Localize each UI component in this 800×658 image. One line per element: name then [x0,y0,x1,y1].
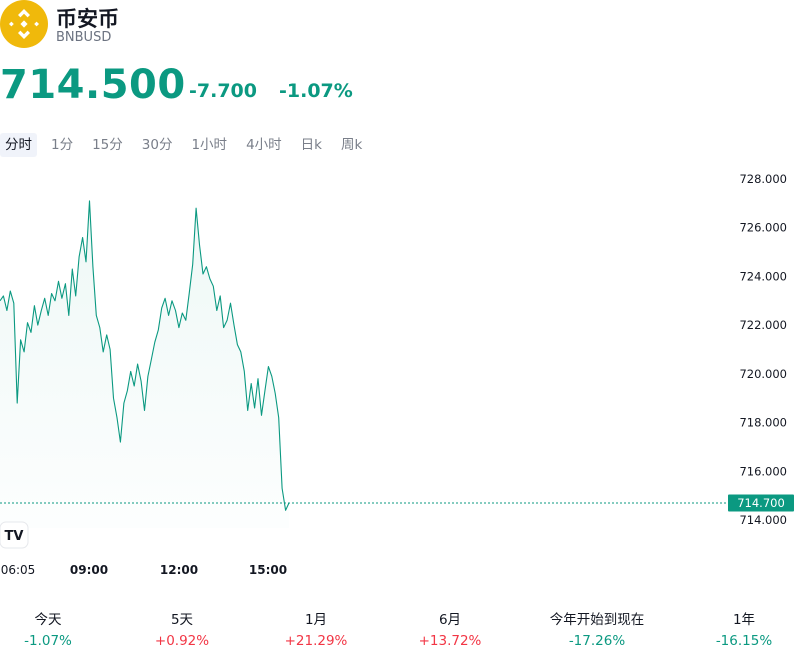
period-value: +21.29% [284,633,348,649]
y-tick-label: 724.000 [739,269,787,283]
x-tick-label: 06:05 [1,563,36,577]
svg-text:TV: TV [5,529,24,544]
period-value: -17.26% [568,633,626,649]
tab-1hour[interactable]: 1小时 [191,137,228,153]
period-value: +0.92% [154,633,210,649]
period-6-months[interactable]: 6月 +13.72% [390,606,510,650]
current-price: 714.500 [0,62,186,108]
period-value: +13.72% [418,633,482,649]
y-tick-label: 714.000 [739,513,787,527]
tab-daily[interactable]: 日k [300,137,322,153]
interval-tabs: 分时 1分 15分 30分 1小时 4小时 日k 周k [0,133,376,157]
tradingview-logo-icon[interactable]: TV [0,521,29,549]
tab-weekly[interactable]: 周k [340,137,363,153]
y-tick-label: 726.000 [739,221,787,235]
coin-symbol: BNBUSD [56,30,112,45]
tab-30min[interactable]: 30分 [141,137,173,153]
coin-name: 币安币 [56,7,119,31]
bnb-logo-icon [0,0,48,48]
period-label: 1月 [304,612,328,628]
price-line [0,200,290,511]
y-tick-label: 728.000 [739,172,787,186]
period-label: 今年开始到现在 [549,612,645,628]
x-tick-label: 09:00 [70,563,108,577]
period-value: -16.15% [715,633,773,649]
period-1-month[interactable]: 1月 +21.29% [256,606,376,650]
price-chart[interactable]: 728.000 726.000 724.000 722.000 720.000 718.0… [0,160,800,590]
x-tick-label: 12:00 [160,563,198,577]
period-label: 5天 [170,612,194,628]
price-area-fill [0,200,289,528]
period-today[interactable]: 今天 -1.07% [0,606,108,650]
tab-4hour[interactable]: 4小时 [246,137,282,153]
performance-periods: 今天 -1.07% 5天 +0.92% 1月 +21.29% 6月 +13.72… [0,606,800,658]
period-label: 今天 [34,612,62,628]
x-axis: 06:05 09:00 12:00 15:00 [1,563,287,577]
tab-15min[interactable]: 15分 [92,137,123,153]
y-tick-label: 720.000 [739,367,787,381]
price-change-percent: -1.07% [279,80,353,102]
y-tick-label: 718.000 [739,416,787,430]
period-label: 6月 [438,612,462,628]
last-price-label: 714.700 [737,496,785,510]
price-change: -7.700 [189,80,257,102]
period-1-year[interactable]: 1年 -16.15% [684,606,800,650]
y-axis: 728.000 726.000 724.000 722.000 720.000 718.0… [739,172,787,527]
x-tick-label: 15:00 [249,563,287,577]
period-label: 1年 [732,612,756,628]
tab-1min[interactable]: 1分 [51,137,74,153]
y-tick-label: 722.000 [739,318,787,332]
y-tick-label: 716.000 [739,464,787,478]
period-5-days[interactable]: 5天 +0.92% [122,606,242,650]
period-year-to-date[interactable]: 今年开始到现在 -17.26% [537,606,657,650]
tab-time-sharing[interactable]: 分时 [0,133,37,157]
period-value: -1.07% [24,633,72,649]
last-price-badge: 714.700 [728,494,794,512]
